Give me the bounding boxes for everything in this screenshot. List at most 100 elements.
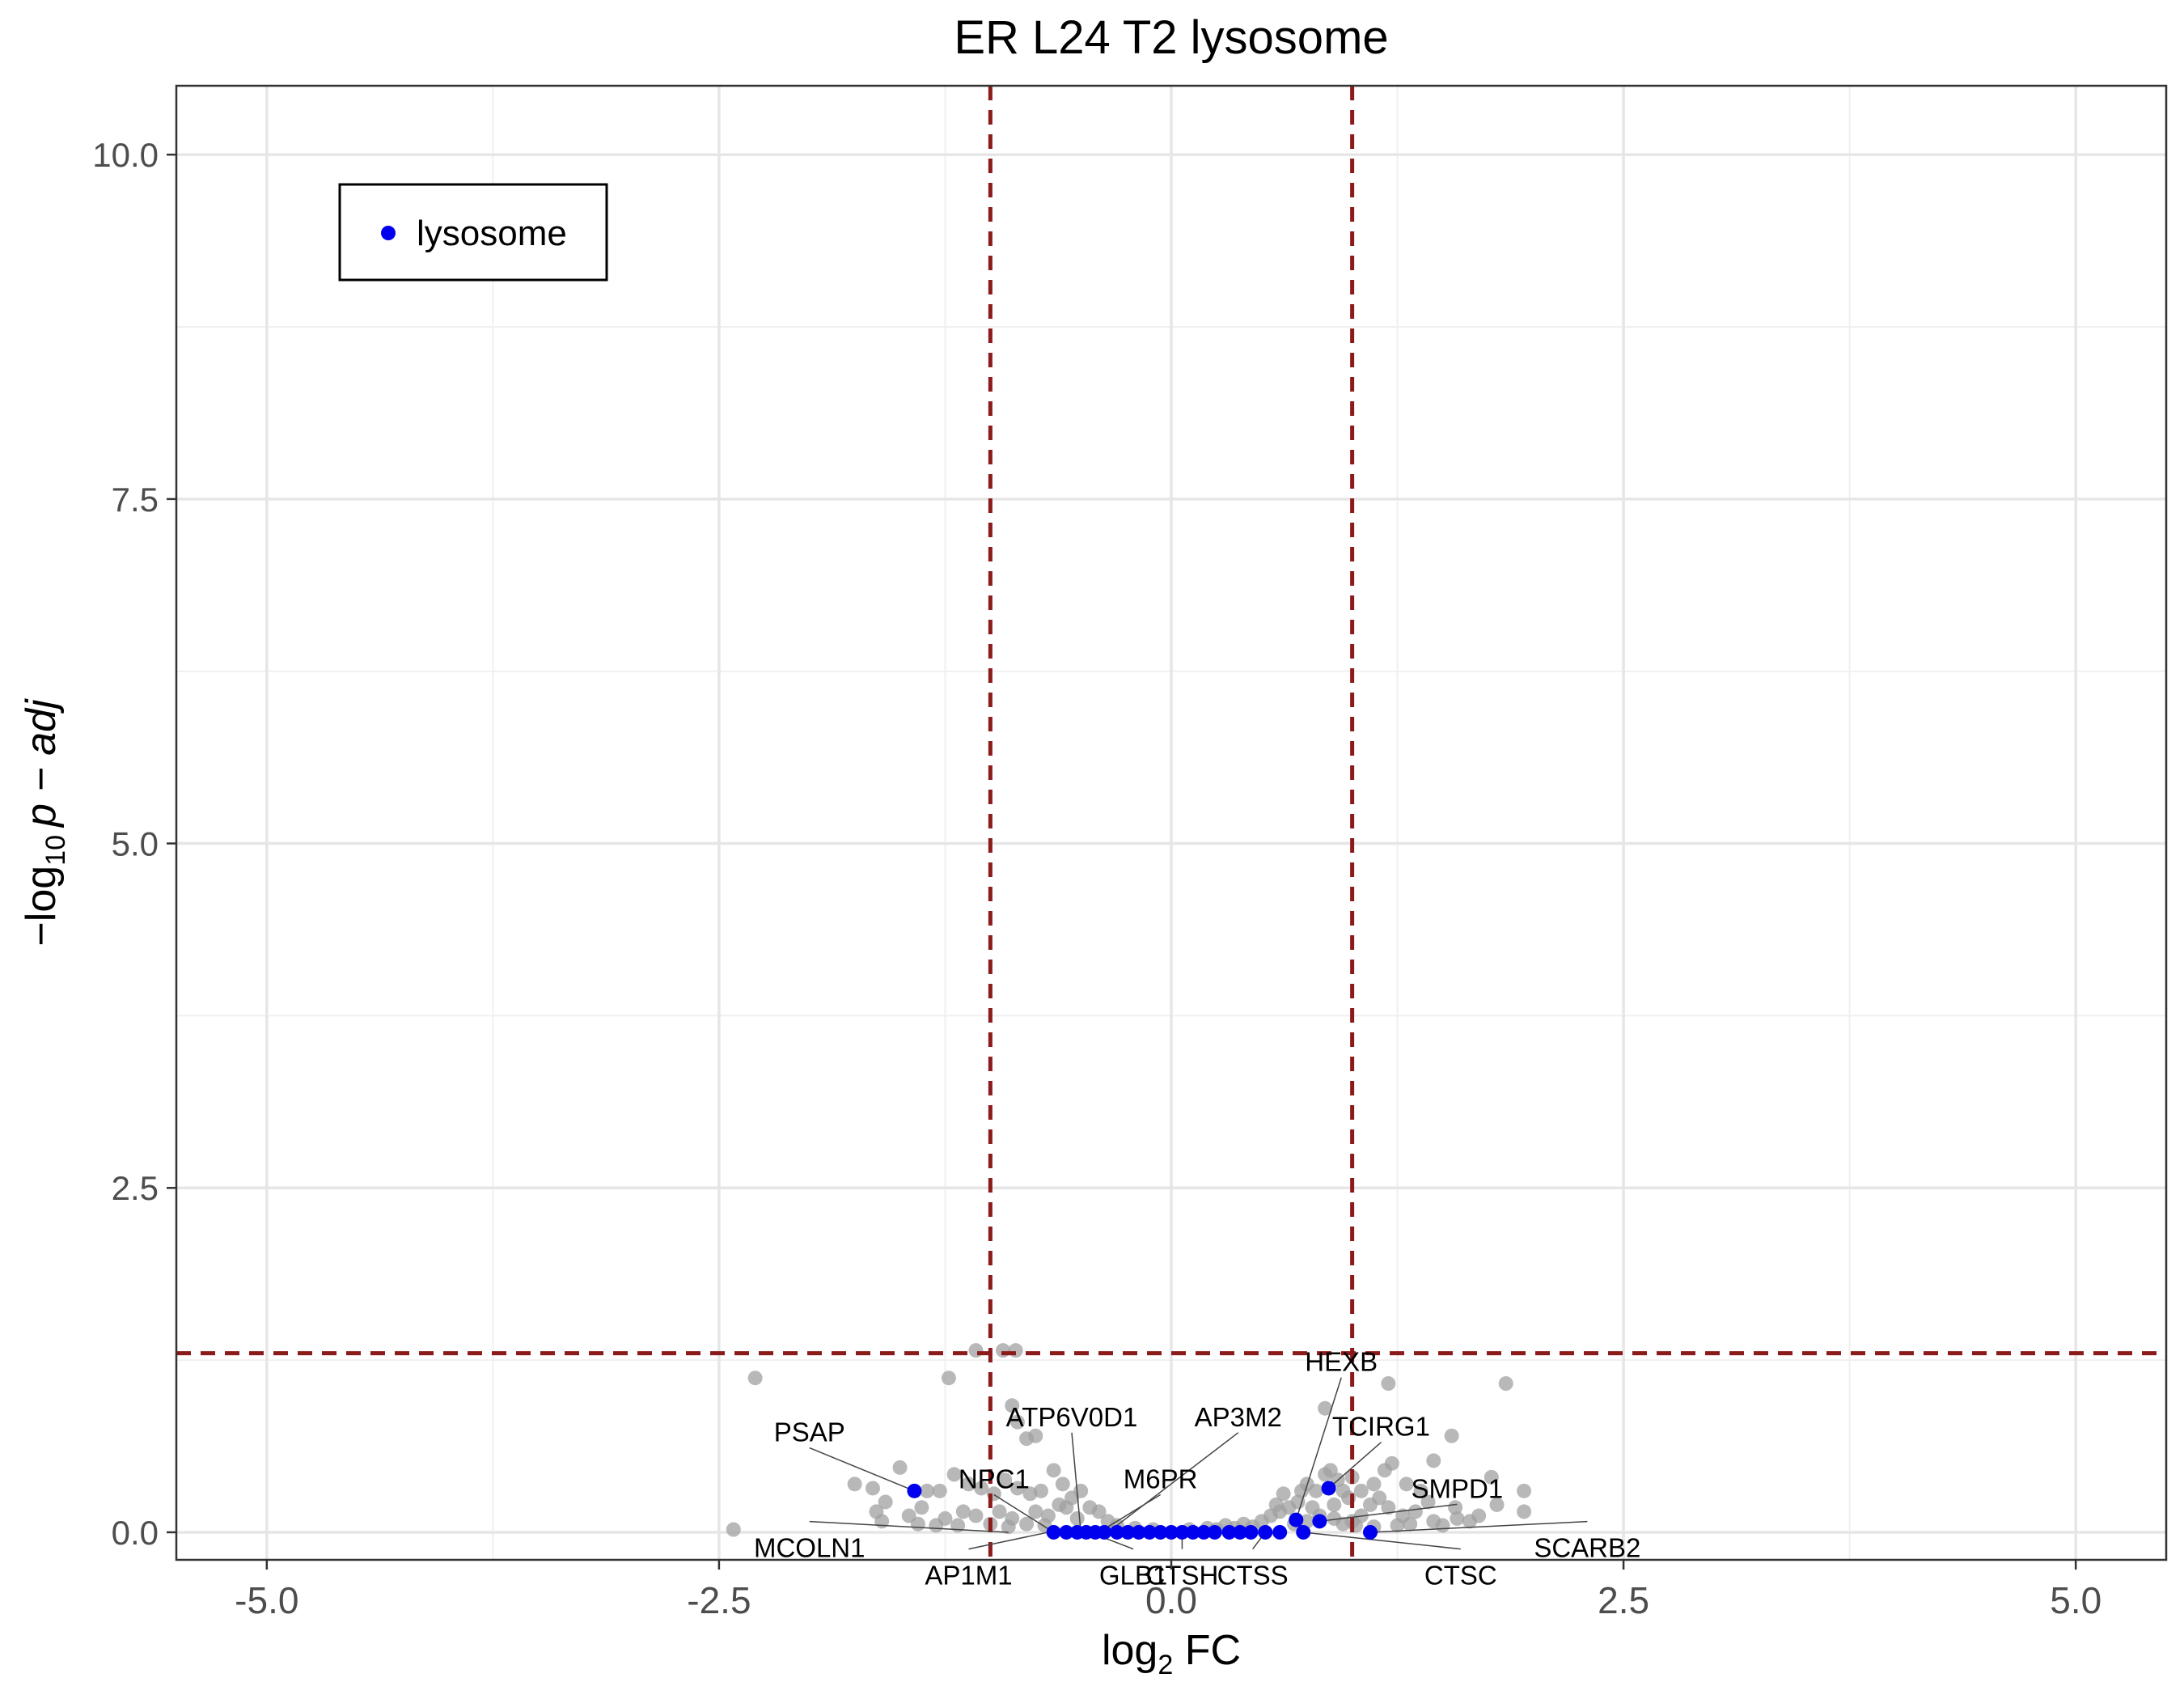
gene-label-glb1: GLB1 — [1099, 1561, 1167, 1591]
gene-point — [1033, 1483, 1048, 1498]
x-tick-label: -5.0 — [235, 1579, 298, 1621]
gene-point — [1308, 1483, 1323, 1498]
gene-point — [941, 1371, 956, 1386]
gene-point — [1363, 1497, 1378, 1512]
gene-point — [929, 1518, 944, 1533]
lysosome-gene-point — [1296, 1524, 1311, 1540]
gene-point — [866, 1481, 880, 1496]
gene-point — [1413, 1483, 1428, 1498]
gene-point — [847, 1477, 862, 1492]
gene-point — [1399, 1477, 1414, 1492]
lysosome-gene-point — [1142, 1524, 1158, 1540]
y-tick-label: 7.5 — [112, 481, 159, 519]
gene-point — [1381, 1500, 1396, 1515]
gene-point — [1403, 1516, 1418, 1532]
gene-label-scarb2: SCARB2 — [1534, 1533, 1640, 1563]
lysosome-gene-point — [1059, 1524, 1074, 1540]
lysosome-gene-point — [907, 1483, 922, 1498]
threshold-lines — [176, 86, 2166, 1560]
gene-point — [968, 1343, 984, 1358]
x-tick-label: 2.5 — [1598, 1579, 1649, 1621]
lysosome-gene-point — [1196, 1524, 1212, 1540]
gene-point — [1484, 1469, 1499, 1485]
lysosome-gene-point — [1312, 1514, 1327, 1529]
gene-label-ctsc: CTSC — [1424, 1561, 1497, 1591]
gene-point — [996, 1343, 1011, 1358]
gene-point — [1276, 1486, 1291, 1502]
lysosome-gene-point — [1258, 1524, 1273, 1540]
gene-label-ap3m2: AP3M2 — [1195, 1402, 1282, 1432]
gene-point — [1005, 1398, 1020, 1413]
x-axis-ticks: -5.0 -2.5 0.0 2.5 5.0 — [235, 1560, 2101, 1621]
lysosome-gene-point — [1207, 1524, 1222, 1540]
gene-point — [892, 1460, 908, 1475]
gene-point — [1055, 1477, 1070, 1492]
gene-point — [1028, 1428, 1043, 1443]
lysosome-gene-point — [1097, 1524, 1112, 1540]
gene-point — [747, 1371, 763, 1386]
gene-label-ctss: CTSS — [1217, 1561, 1289, 1591]
grid-major — [176, 86, 2166, 1560]
y-tick-label: 0.0 — [112, 1514, 159, 1552]
gene-point — [1489, 1497, 1505, 1512]
gene-point — [1305, 1500, 1320, 1515]
y-axis-ticks: 0.0 2.5 5.0 7.5 10.0 — [92, 136, 176, 1552]
leader-line-tcirg1 — [1328, 1442, 1382, 1489]
gene-point — [1290, 1494, 1306, 1510]
gene-label-smpd1: SMPD1 — [1411, 1473, 1503, 1503]
gene-point — [1299, 1514, 1314, 1529]
gene-point — [946, 1467, 962, 1482]
gene-point — [1407, 1504, 1423, 1519]
lysosome-gene-point — [1289, 1512, 1304, 1527]
gene-label-psap: PSAP — [774, 1417, 845, 1447]
lysosome-gene-point — [1232, 1524, 1247, 1540]
gene-label-ap1m1: AP1M1 — [925, 1561, 1012, 1591]
gene-point — [1420, 1494, 1436, 1510]
lysosome-gene-point — [1185, 1524, 1200, 1540]
gene-point — [901, 1508, 916, 1523]
gene-point — [1019, 1516, 1035, 1532]
gene-point — [1009, 1481, 1025, 1496]
gene-point — [1268, 1497, 1284, 1512]
gene-point — [1426, 1453, 1441, 1468]
lysosome-gene-point — [1164, 1524, 1179, 1540]
lysosome-gene-point — [1131, 1524, 1146, 1540]
lysosome-gene-point — [1175, 1524, 1190, 1540]
legend-key-lysosome — [381, 226, 396, 240]
gene-point — [1046, 1463, 1061, 1478]
gene-label-hexb: HEXB — [1305, 1347, 1378, 1377]
gene-label-m6pr: M6PR — [1124, 1464, 1198, 1494]
leader-line-ctsc — [1303, 1532, 1461, 1550]
gene-point — [1426, 1514, 1441, 1529]
leader-line-scarb2 — [1369, 1520, 1588, 1533]
gene-point — [950, 1518, 966, 1533]
y-tick-label: 10.0 — [92, 136, 159, 174]
y-axis-label: −log10p − adj — [18, 698, 71, 947]
gene-label-tcirg1: TCIRG1 — [1332, 1412, 1430, 1442]
gene-point — [726, 1522, 741, 1537]
legend-label-lysosome: lysosome — [417, 214, 567, 253]
chart-title: ER L24 T2 lysosome — [954, 11, 1388, 64]
lysosome-gene-point — [1321, 1481, 1336, 1496]
lysosome-gene-point — [1272, 1524, 1288, 1540]
gene-point — [1059, 1500, 1074, 1515]
gene-point — [1381, 1376, 1396, 1392]
gene-point — [1008, 1343, 1023, 1358]
gene-label-mcoln1: MCOLN1 — [754, 1533, 866, 1563]
gene-point — [1028, 1504, 1043, 1519]
y-tick-label: 2.5 — [112, 1169, 159, 1207]
gene-point — [878, 1494, 893, 1510]
gene-point — [1517, 1483, 1532, 1498]
y-tick-label: 5.0 — [112, 825, 159, 863]
gene-point — [932, 1483, 947, 1498]
gene-point — [997, 1472, 1013, 1488]
x-tick-label: 0.0 — [1145, 1579, 1197, 1621]
gene-point — [1366, 1477, 1382, 1492]
lysosome-gene-point — [1109, 1524, 1124, 1540]
x-tick-label: 5.0 — [2050, 1579, 2101, 1621]
gene-point — [1335, 1516, 1351, 1532]
lysosome-gene-point — [1363, 1524, 1378, 1540]
leader-line-hexb — [1295, 1377, 1342, 1520]
gene-point — [1073, 1483, 1089, 1498]
